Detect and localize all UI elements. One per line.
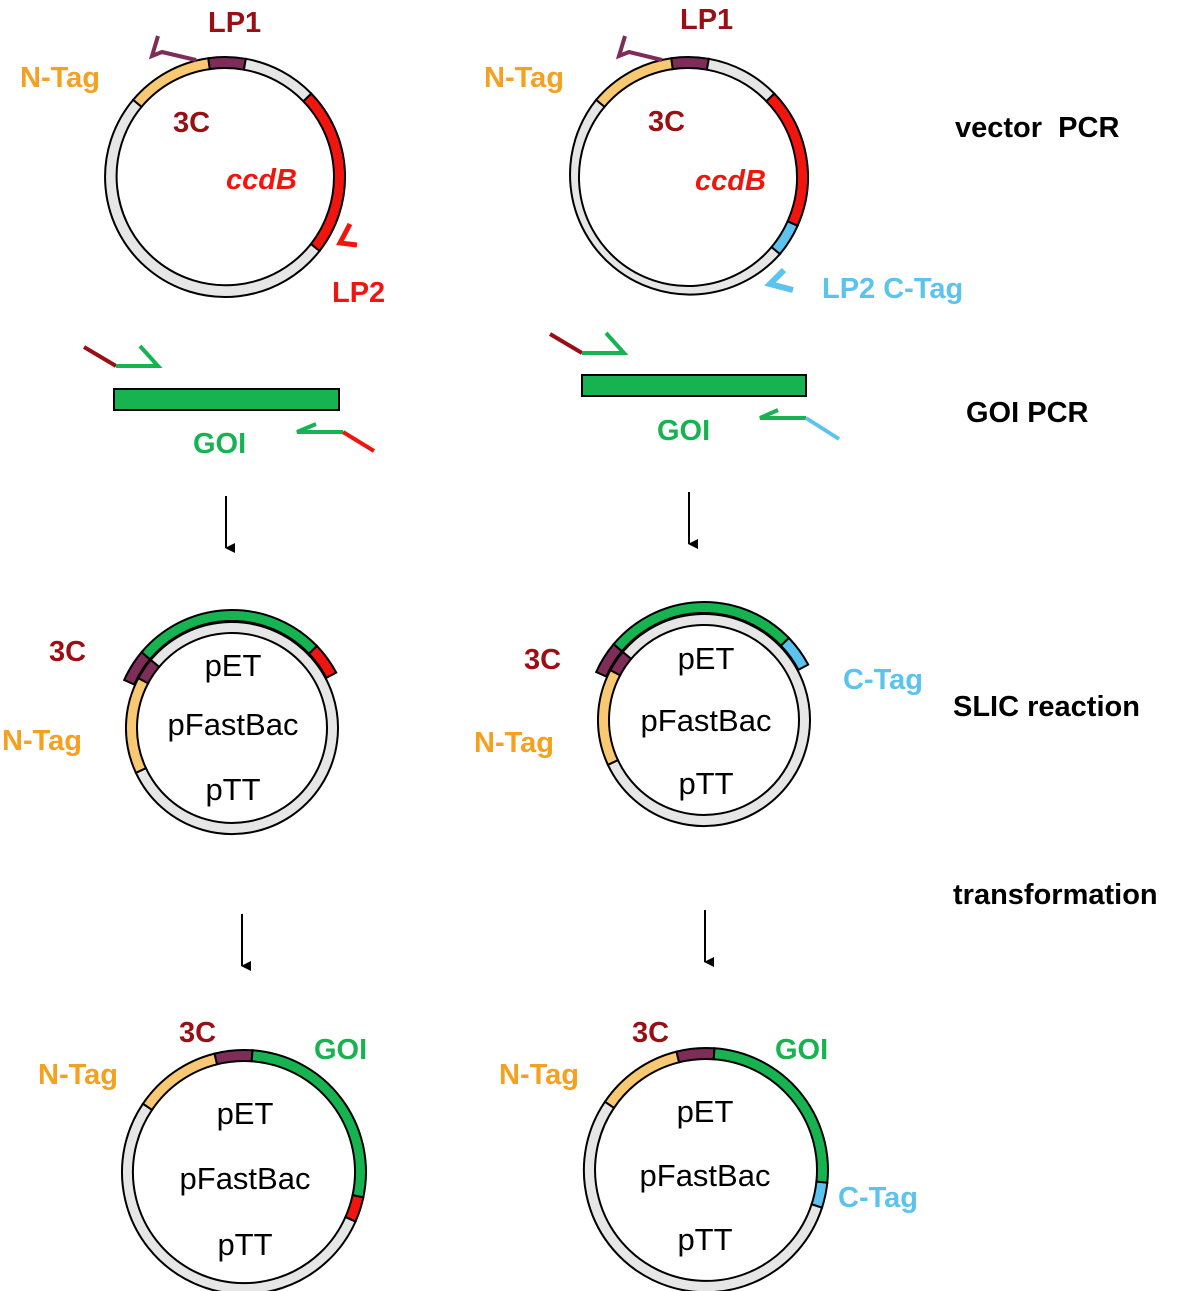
n-tag-segment (603, 1050, 681, 1110)
step-transformation: transformation (953, 879, 1158, 911)
n-tag-segment (125, 676, 150, 775)
plasmid-3b (594, 601, 811, 828)
goi-reverse-primer (759, 408, 806, 420)
n-tag-label: N-Tag (2, 725, 82, 757)
backbone-segment (121, 1102, 357, 1291)
final-right: 3C GOI N-Tag C-Tag pET pFastBac pTT (499, 1017, 918, 1291)
vector-ptt: pTT (678, 766, 733, 801)
lp2-c-tag-primer (764, 267, 794, 293)
backbone-segment (569, 98, 782, 296)
goi-label: GOI (775, 1034, 828, 1066)
n-tag-segment (131, 57, 211, 109)
lp2-label: LP2 (332, 277, 385, 309)
lp1-primer-left (148, 35, 197, 62)
3c-segment (670, 56, 710, 71)
n-tag-label: N-Tag (499, 1059, 579, 1091)
step-vector-pcr: vector PCR (955, 112, 1119, 144)
3c-label: 3C (632, 1017, 669, 1049)
vector-pfastbac: pFastBac (640, 1158, 771, 1193)
final-left: 3C GOI N-Tag pET pFastBac pTT (38, 1017, 367, 1291)
vector-ptt: pTT (217, 1227, 272, 1262)
ccdb-label: ccdB (695, 165, 766, 197)
goi-forward-primer (116, 344, 163, 368)
plasmid-4a (121, 1049, 367, 1291)
vector-pet: pET (217, 1096, 274, 1131)
goi-bar (581, 374, 807, 397)
goi-label: GOI (314, 1034, 367, 1066)
3c-label: 3C (173, 107, 210, 139)
vector-pcr-left: LP1 N-Tag 3C ccdB LP2 (20, 7, 385, 309)
goi-label: GOI (193, 428, 246, 460)
c-tag-label: C-Tag (838, 1182, 918, 1214)
vector-ptt: pTT (205, 772, 260, 807)
plasmid-3a (122, 609, 339, 836)
n-tag-segment (141, 1052, 219, 1112)
vector-pet: pET (205, 648, 262, 683)
backbone-segment (705, 57, 776, 103)
ccdb-segment (764, 92, 809, 228)
lp2-primer-left (336, 222, 358, 248)
3c-label: 3C (179, 1017, 216, 1049)
goi-forward-primer-tail (82, 345, 118, 368)
3c-label: 3C (648, 106, 685, 138)
lp2-c-tag-label: LP2 C-Tag (822, 273, 963, 305)
3c-label: 3C (524, 644, 561, 676)
ccdb-label: ccdB (226, 164, 297, 196)
goi-reverse-primer (296, 422, 343, 434)
lp1-primer-right (615, 35, 663, 62)
vector-pfastbac: pFastBac (180, 1161, 311, 1196)
step-goi-pcr: GOI PCR (966, 397, 1089, 429)
lp1-label: LP1 (680, 4, 733, 36)
n-tag-label: N-Tag (20, 62, 100, 94)
3c-segment (213, 1049, 254, 1066)
vector-pet: pET (677, 1094, 734, 1129)
lp1-label: LP1 (208, 7, 261, 39)
backbone-segment (104, 98, 322, 298)
vector-pfastbac: pFastBac (641, 703, 772, 738)
slic-left: 3C N-Tag pET pFastBac pTT (2, 609, 339, 836)
goi-bar (113, 388, 340, 411)
3c-segment (207, 56, 247, 71)
goi-pcr-left: GOI (82, 344, 376, 460)
ccdb-segment (301, 92, 347, 253)
n-tag-label: N-Tag (38, 1059, 118, 1091)
3c-label: 3C (49, 636, 86, 668)
n-tag-segment (594, 57, 674, 109)
goi-forward-primer (582, 331, 629, 355)
n-tag-label: N-Tag (484, 62, 564, 94)
vector-pet: pET (678, 641, 735, 676)
plasmid-1a (104, 56, 347, 298)
backbone-segment (582, 1100, 824, 1291)
n-tag-segment (597, 668, 622, 767)
goi-forward-primer-tail (548, 332, 584, 355)
c-tag-label: C-Tag (843, 664, 923, 696)
step-slic: SLIC reaction (953, 691, 1140, 723)
backbone-segment (242, 57, 313, 103)
plasmid-1b (569, 56, 809, 296)
3c-segment (675, 1047, 716, 1064)
goi-reverse-primer-tail (341, 430, 376, 453)
c-tag-segment (810, 1180, 829, 1209)
goi-reverse-primer-tail (804, 416, 841, 441)
vector-ptt: pTT (677, 1222, 732, 1257)
vector-pcr-right: LP1 N-Tag 3C ccdB LP2 C-Tag (484, 4, 963, 305)
n-tag-label: N-Tag (474, 727, 554, 759)
plasmid-4b (582, 1047, 829, 1291)
vector-pfastbac: pFastBac (168, 707, 299, 742)
slic-right: 3C N-Tag C-Tag pET pFastBac pTT (474, 601, 923, 828)
goi-label: GOI (657, 415, 710, 447)
goi-pcr-right: GOI (548, 331, 841, 447)
